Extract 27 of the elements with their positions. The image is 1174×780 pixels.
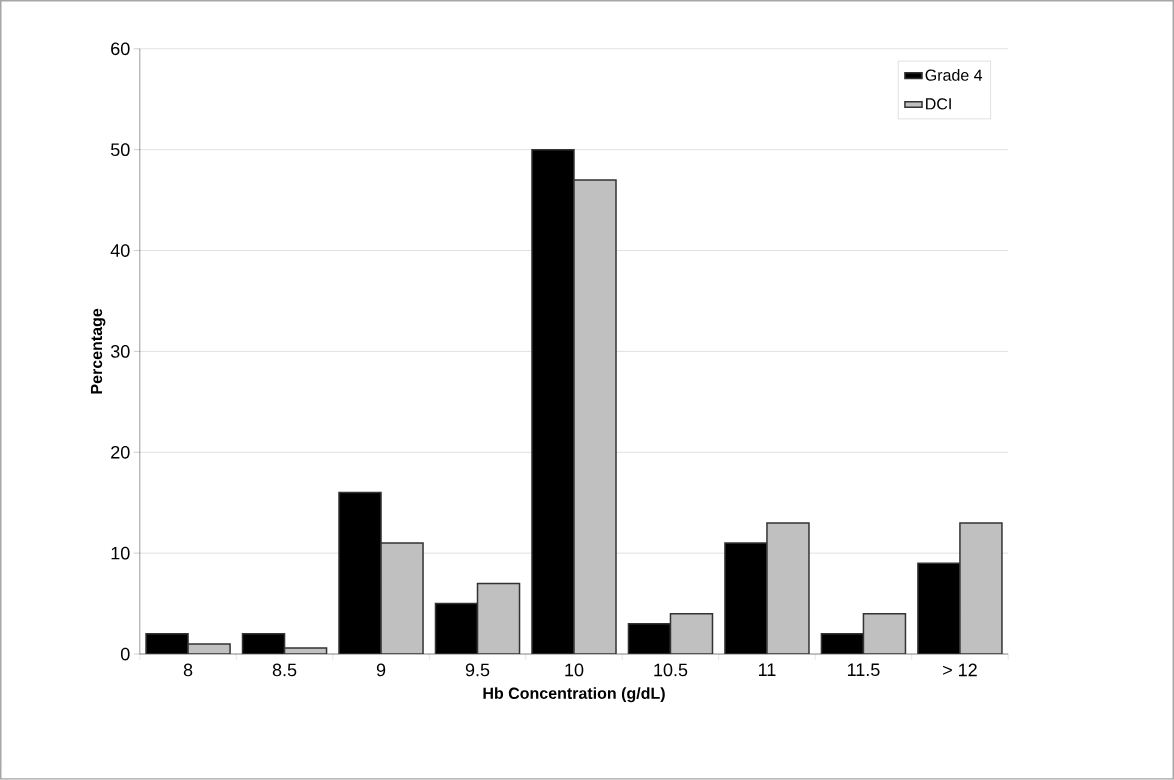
x-tick-label: 10	[565, 663, 584, 677]
y-tick-label: 50	[110, 143, 130, 157]
x-tick-label: 10.5	[654, 663, 688, 677]
x-tick-label: 9.5	[465, 663, 490, 677]
bar	[862, 613, 907, 655]
x-tick-label: 11	[758, 663, 776, 677]
y-tick-label: 40	[110, 244, 130, 257]
bar	[476, 582, 521, 655]
x-tick-label: 8.5	[272, 663, 297, 677]
x-tick-label: > 12	[943, 663, 977, 677]
bar	[573, 179, 617, 655]
legend-label: Grade 4	[925, 69, 983, 81]
y-tick-label: 30	[110, 345, 130, 358]
bar	[959, 522, 1003, 655]
y-tick-label: 60	[111, 42, 130, 56]
y-axis-title: Percentage	[90, 308, 106, 394]
legend-label: DCI	[926, 98, 951, 110]
bar	[380, 542, 424, 655]
bar	[766, 522, 810, 655]
x-tick-label: 11.5	[847, 663, 880, 677]
y-tick-label: 20	[111, 445, 130, 459]
y-tick-label: 0	[120, 647, 130, 661]
x-tick-label: 8	[183, 663, 193, 677]
x-tick-label: 9	[376, 663, 386, 677]
y-tick-label: 10	[111, 546, 130, 560]
x-axis-title: Hb Concentration (g/dL)	[483, 687, 665, 703]
bar	[669, 613, 714, 655]
